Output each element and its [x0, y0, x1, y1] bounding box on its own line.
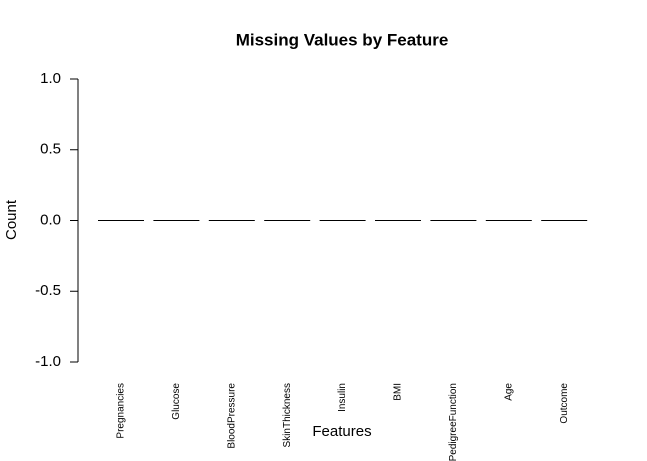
x-tick-label: DiabetesPedigreeFunction — [448, 383, 459, 461]
chart-title: Missing Values by Feature — [236, 30, 449, 49]
y-tick-label: 0.0 — [40, 211, 61, 228]
y-axis-title: Count — [3, 199, 20, 240]
y-tick-label: -0.5 — [35, 282, 61, 299]
x-axis-title: Features — [312, 423, 371, 440]
x-tick-label: Glucose — [171, 383, 182, 420]
x-tick-label: Insulin — [337, 383, 348, 412]
y-tick-label: 1.0 — [40, 70, 61, 87]
x-tick-label: Outcome — [559, 383, 570, 424]
y-tick-label: 0.5 — [40, 141, 61, 158]
y-tick-label: -1.0 — [35, 353, 61, 370]
x-tick-label: BloodPressure — [226, 383, 237, 449]
x-tick-label: Age — [503, 383, 514, 401]
x-tick-label: BMI — [393, 383, 404, 401]
x-tick-label: SkinThickness — [282, 383, 293, 447]
x-tick-label: Pregnancies — [116, 383, 127, 439]
